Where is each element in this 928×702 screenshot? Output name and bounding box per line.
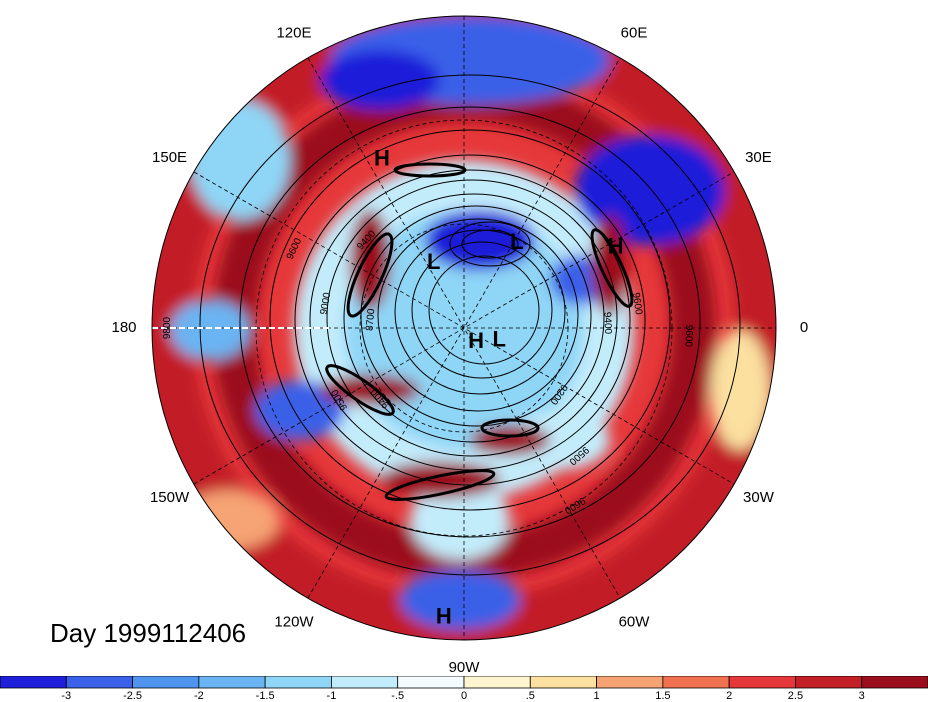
- longitude-label-180: 180: [111, 319, 136, 336]
- longitude-label-30e: 30E: [745, 149, 772, 166]
- colorbar-box: [65, 676, 133, 689]
- colorbar-box: [198, 676, 266, 689]
- colorbar-box: [861, 676, 928, 689]
- longitude-label-90w: 90W: [449, 659, 481, 676]
- longitude-label-60w: 60W: [619, 613, 651, 630]
- colorbar-box: [0, 676, 67, 689]
- colorbar: -3 -2.5 -2 -1.5 -1 -.5 0 .5 1 1.5 2 2.5 3: [0, 676, 928, 702]
- colorbar-box: [728, 676, 796, 689]
- map-title: Day 1999112406: [50, 618, 247, 648]
- low-pressure-label: L: [427, 249, 440, 274]
- colorbar-box: [463, 676, 531, 689]
- colorbar-tick-label: -2: [194, 690, 204, 702]
- colorbar-tick-label: .5: [526, 690, 535, 702]
- colorbar-box: [596, 676, 664, 689]
- colorbar-tick-label: -1: [327, 690, 337, 702]
- contour-label: 9000: [319, 291, 334, 315]
- longitude-label-150w: 150W: [150, 489, 190, 506]
- longitude-label-150e: 150E: [152, 149, 187, 166]
- contour-label: 9800: [162, 316, 173, 339]
- low-pressure-label: L: [492, 327, 505, 352]
- colorbar-tick-label: 2.5: [788, 690, 803, 702]
- colorbar-box: [331, 676, 399, 689]
- high-pressure-label: H: [608, 233, 624, 258]
- colorbar-tick-label: -2.5: [123, 690, 142, 702]
- colorbar-tick-label: -1.5: [256, 690, 275, 702]
- high-pressure-label: H: [468, 328, 484, 353]
- colorbar-box: [264, 676, 332, 689]
- colorbar-tick-label: -.5: [391, 690, 404, 702]
- colorbar-box: [795, 676, 863, 689]
- contour-label: 9400: [601, 312, 613, 335]
- colorbar-box: [529, 676, 597, 689]
- colorbar-tick-label: 1: [594, 690, 600, 702]
- colorbar-box: [397, 676, 465, 689]
- colorbar-tick-label: 3: [859, 690, 865, 702]
- longitude-label-30w: 30W: [743, 489, 775, 506]
- colorbar-labels: -3 -2.5 -2 -1.5 -1 -.5 0 .5 1 1.5 2 2.5 3: [61, 690, 864, 702]
- colorbar-box: [132, 676, 200, 689]
- anomaly-field: [152, 16, 776, 640]
- high-pressure-label: H: [436, 603, 452, 628]
- colorbar-tick-label: -3: [61, 690, 71, 702]
- longitude-label-120e: 120E: [276, 25, 311, 42]
- contour-label: 8700: [364, 308, 377, 332]
- contour-label: 9600: [682, 325, 694, 348]
- low-pressure-label: L: [510, 229, 523, 254]
- colorbar-box: [662, 676, 730, 689]
- longitude-label-60e: 60E: [621, 25, 648, 42]
- colorbar-tick-label: 1.5: [655, 690, 670, 702]
- longitude-label-0: 0: [800, 319, 808, 336]
- longitude-labels: 90E60E30E030W60W90W120W150W180150E120E: [111, 25, 808, 676]
- longitude-label-120w: 120W: [274, 613, 314, 630]
- colorbar-boxes: [0, 676, 928, 689]
- contour-label: 9600: [630, 292, 644, 316]
- colorbar-tick-label: 2: [726, 690, 732, 702]
- high-pressure-label: H: [374, 146, 390, 171]
- colorbar-tick-label: 0: [461, 690, 467, 702]
